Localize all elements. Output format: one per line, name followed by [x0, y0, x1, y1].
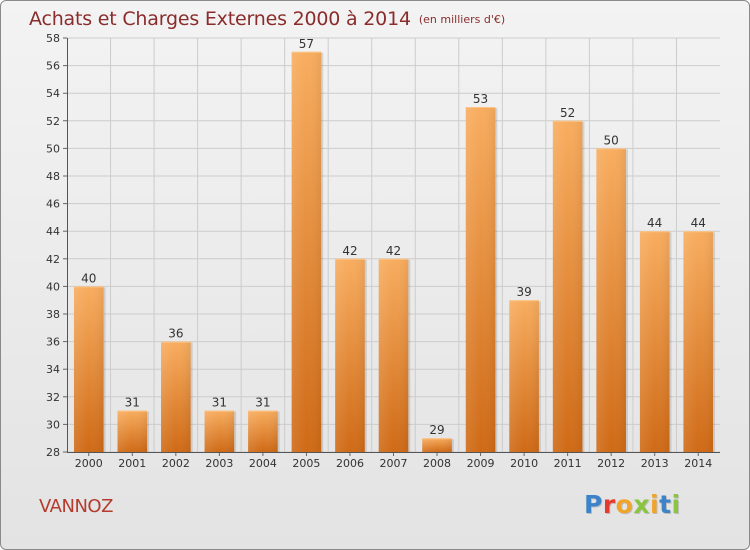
x-tick-label: 2002: [162, 457, 190, 470]
chart-title: Achats et Charges Externes 2000 à 2014: [29, 8, 411, 30]
bar-shine: [422, 438, 452, 452]
data-label: 42: [342, 244, 357, 258]
bar-shine: [465, 107, 496, 452]
x-tick-label: 2012: [597, 457, 625, 470]
bar-shine: [378, 258, 409, 452]
data-label: 44: [647, 216, 662, 230]
x-tick-label: 2014: [684, 457, 712, 470]
bar-shine: [509, 300, 539, 452]
bars: [73, 51, 716, 453]
y-tick-label: 32: [46, 391, 60, 404]
x-tick-label: 2001: [118, 457, 146, 470]
y-tick-label: 58: [46, 32, 60, 45]
data-label: 36: [168, 327, 183, 341]
y-tick-label: 30: [46, 418, 60, 431]
bar-shine: [596, 148, 626, 452]
data-label: 44: [691, 216, 706, 230]
bar-shine: [117, 410, 148, 452]
data-label: 57: [299, 37, 314, 51]
bar-shine: [291, 51, 322, 453]
x-tick-label: 2008: [423, 457, 451, 470]
y-tick-label: 36: [46, 336, 60, 349]
axes: 28 30 32 34 36 38 40 42 44 46 48 50 52 54 56 58 2000 2001…: [46, 32, 720, 470]
y-tick-label: 34: [46, 363, 60, 376]
x-tick-label: 2007: [380, 457, 408, 470]
bar-shine: [161, 341, 191, 452]
data-labels: 40 31 36 31 31 57 42 42 29 53 39 52 50 44 44: [81, 37, 706, 437]
bar-shine: [335, 258, 365, 452]
y-tick-label: 50: [46, 142, 60, 155]
y-tick-label: 52: [46, 115, 60, 128]
y-tick-label: 40: [46, 280, 60, 293]
x-tick-label: 2013: [641, 457, 669, 470]
x-tick-label: 2000: [75, 457, 103, 470]
data-label: 50: [604, 133, 619, 147]
place-name: VANNOZ: [39, 496, 113, 517]
proxiti-logo: Proxiti: [584, 490, 681, 519]
y-tick-label: 46: [46, 198, 60, 211]
x-tick-label: 2003: [205, 457, 233, 470]
bar-shine: [552, 120, 583, 453]
data-label: 42: [386, 244, 401, 258]
data-label: 39: [516, 285, 531, 299]
y-tick-label: 48: [46, 170, 60, 183]
data-label: 31: [125, 396, 140, 410]
bar-shine: [73, 286, 104, 452]
y-tick-label: 28: [46, 446, 60, 459]
title-row: Achats et Charges Externes 2000 à 2014 (e…: [29, 8, 505, 30]
data-label: 31: [255, 396, 270, 410]
data-label: 52: [560, 106, 575, 120]
x-tick-label: 2010: [510, 457, 538, 470]
y-tick-label: 56: [46, 60, 60, 73]
bar-shine: [204, 410, 235, 452]
chart-subtitle: (en milliers d'€): [418, 13, 506, 26]
x-tick-label: 2009: [467, 457, 495, 470]
y-tick-label: 42: [46, 253, 60, 266]
data-label: 40: [81, 271, 96, 285]
y-tick-label: 38: [46, 308, 60, 321]
data-label: 31: [212, 396, 227, 410]
x-tick-label: 2005: [292, 457, 320, 470]
y-tick-label: 44: [46, 225, 60, 238]
data-label: 53: [473, 92, 488, 106]
y-tick-label: 54: [46, 87, 60, 100]
x-tick-label: 2011: [554, 457, 582, 470]
x-tick-label: 2006: [336, 457, 364, 470]
x-tick-label: 2004: [249, 457, 277, 470]
bar-shine: [248, 410, 278, 452]
bar-shine: [639, 231, 670, 452]
bar-shine: [683, 231, 714, 452]
data-label: 29: [429, 423, 444, 437]
